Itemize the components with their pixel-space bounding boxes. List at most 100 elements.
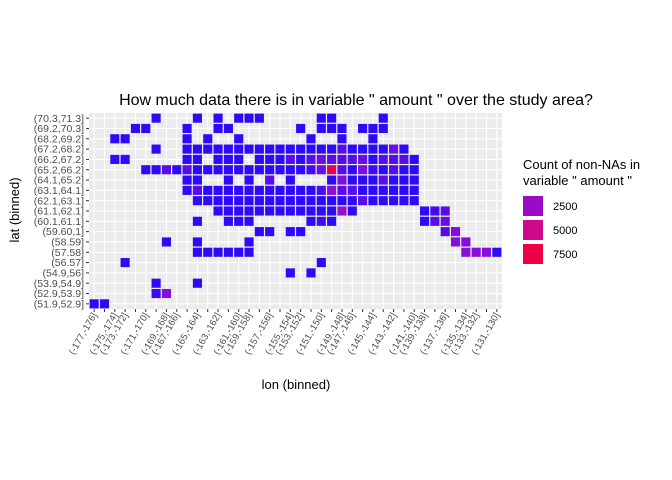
heatmap-cell [275, 165, 285, 175]
heatmap-cell [327, 196, 337, 206]
heatmap-cell [275, 206, 285, 216]
heatmap-cell [327, 165, 337, 175]
heatmap-cell [420, 216, 430, 226]
y-tick-label: (60.1,61.1] [34, 216, 84, 228]
heatmap-cell [265, 227, 275, 237]
heatmap-cell [306, 216, 316, 226]
heatmap-cell [254, 206, 264, 216]
heatmap-cell [254, 185, 264, 195]
heatmap-cell [306, 154, 316, 164]
heatmap-cell [182, 165, 192, 175]
heatmap-cell [378, 165, 388, 175]
heatmap-cell [358, 123, 368, 134]
heatmap-cell [244, 216, 254, 226]
heatmap-cell [368, 134, 378, 144]
heatmap-cell [430, 216, 440, 226]
y-tick-label: (53.9,54.9] [34, 278, 84, 290]
heatmap-cell [327, 154, 337, 164]
heatmap-cell [368, 196, 378, 206]
heatmap-cell [368, 154, 378, 164]
heatmap-cell [337, 165, 347, 175]
heatmap-cell [223, 247, 233, 257]
heatmap-cell [358, 196, 368, 206]
heatmap-cell [192, 154, 202, 164]
heatmap-cell [399, 175, 409, 185]
y-tick-label: (70.3,71.3] [34, 113, 84, 125]
heatmap-cell [130, 123, 141, 134]
heatmap-cell [192, 247, 202, 257]
heatmap-cell [296, 185, 306, 195]
heatmap-cell [244, 247, 254, 257]
heatmap-cell [285, 268, 295, 278]
legend-swatch [523, 220, 543, 240]
heatmap-cell [192, 144, 202, 154]
heatmap-cell [296, 206, 306, 216]
heatmap-cell [223, 165, 233, 175]
heatmap-cell [244, 165, 254, 175]
heatmap-cell [213, 154, 223, 164]
heatmap-cell [368, 165, 378, 175]
heatmap-cell [234, 134, 244, 144]
y-tick-label: (65.2,66.2] [34, 164, 84, 176]
heatmap-cell [399, 165, 409, 175]
heatmap-cell [461, 237, 471, 247]
heatmap-cell [265, 144, 275, 154]
heatmap-cell [481, 247, 492, 257]
heatmap-cell [244, 237, 254, 247]
heatmap-cell [99, 299, 110, 309]
heatmap-cell [306, 134, 316, 144]
heatmap-cell [358, 165, 368, 175]
heatmap-cell [254, 154, 264, 164]
heatmap-cell [275, 154, 285, 164]
legend-title: variable " amount " [523, 173, 632, 188]
y-tick-label: (54.9,56] [43, 267, 85, 279]
heatmap-cell [234, 216, 244, 226]
heatmap-cell [409, 154, 419, 164]
heatmap-cell [213, 185, 223, 195]
heatmap-cell [265, 185, 275, 195]
heatmap-cell [254, 144, 264, 154]
heatmap-cell [337, 185, 347, 195]
heatmap-cell [368, 175, 378, 185]
heatmap-cell [244, 175, 254, 185]
heatmap-cell [161, 237, 171, 247]
heatmap-cell [430, 206, 440, 216]
heatmap-cell [306, 268, 316, 278]
y-tick-label: (61.1,62.1] [34, 206, 84, 218]
heatmap-cell [368, 123, 378, 134]
heatmap-cell [213, 206, 223, 216]
heatmap-cell [327, 185, 337, 195]
heatmap-cell [234, 185, 244, 195]
y-tick-label: (59.60,1] [43, 226, 85, 238]
heatmap-cell [120, 134, 130, 144]
heatmap-cell [389, 185, 399, 195]
heatmap-cell [306, 206, 316, 216]
heatmap-cell [285, 154, 295, 164]
heatmap-cell [223, 144, 233, 154]
heatmap-cell [275, 144, 285, 154]
heatmap-cell [285, 196, 295, 206]
y-tick-label: (64.1,65.2] [34, 175, 84, 187]
heatmap-cell [213, 165, 223, 175]
heatmap-cell [234, 154, 244, 164]
heatmap-cell [234, 206, 244, 216]
heatmap-cell [420, 206, 430, 216]
heatmap-cell [223, 154, 233, 164]
heatmap-cell [296, 123, 306, 134]
heatmap-cell [192, 278, 202, 288]
heatmap-cell [192, 185, 202, 195]
heatmap-cell [389, 175, 399, 185]
heatmap-cell [223, 123, 233, 134]
heatmap-cell [203, 196, 213, 206]
heatmap-cell [450, 227, 461, 237]
heatmap-cell [151, 113, 161, 123]
heatmap-cell [265, 154, 275, 164]
heatmap-cell [327, 206, 337, 216]
heatmap-cell [161, 288, 171, 299]
heatmap-cell [358, 154, 368, 164]
heatmap-cell [389, 144, 399, 154]
heatmap-cell [347, 154, 357, 164]
heatmap-cell [409, 196, 419, 206]
legend-swatch [523, 244, 543, 264]
heatmap-cell [399, 154, 409, 164]
